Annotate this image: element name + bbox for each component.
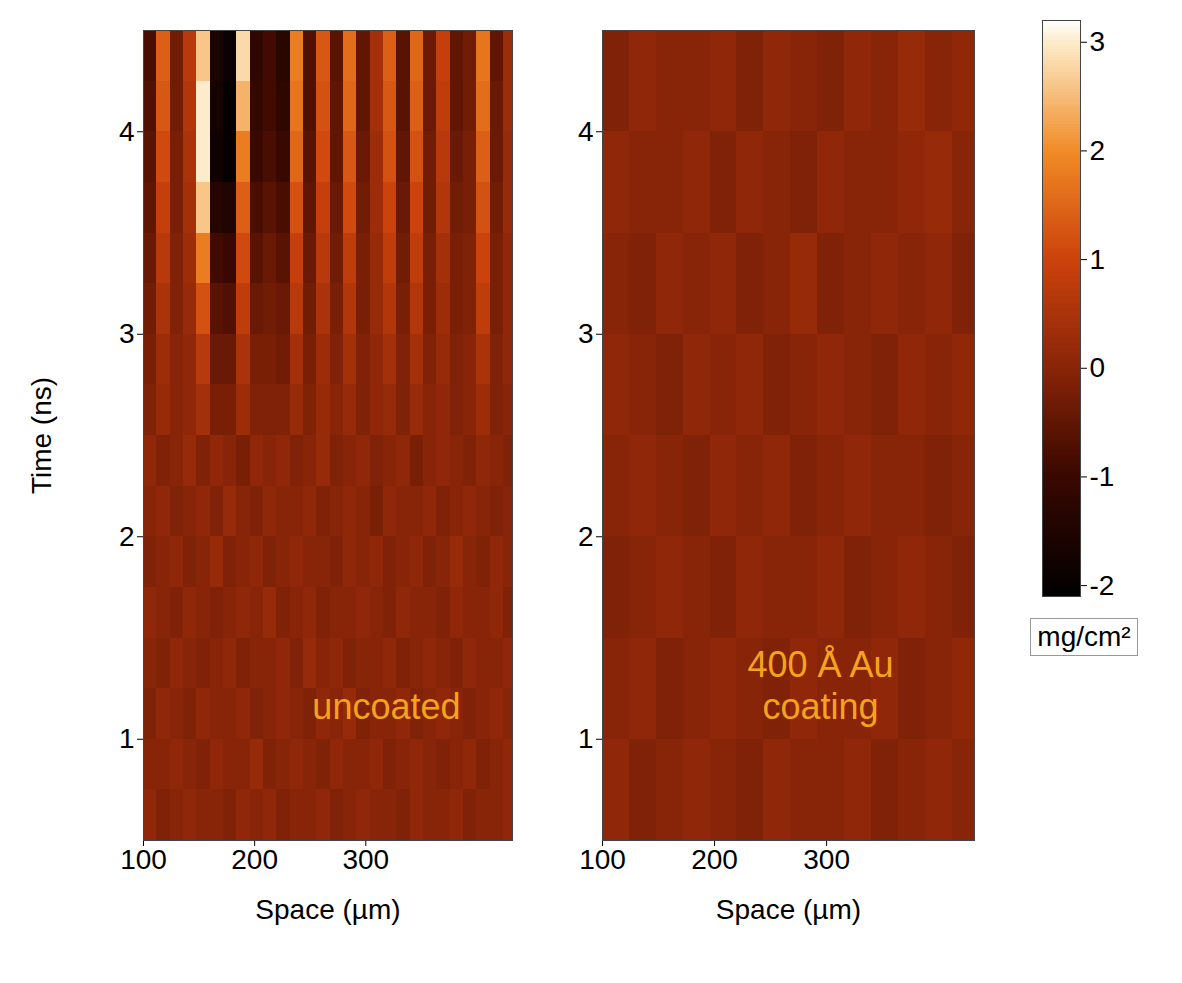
svg-text:0: 0: [1089, 352, 1105, 383]
svg-text:Time (ns): Time (ns): [26, 377, 57, 494]
svg-text:2: 2: [578, 521, 594, 552]
svg-text:1: 1: [1089, 244, 1105, 275]
svg-text:Space (µm): Space (µm): [255, 894, 400, 925]
svg-text:-2: -2: [1089, 570, 1114, 601]
svg-text:2: 2: [119, 521, 135, 552]
svg-text:1: 1: [578, 723, 594, 754]
svg-text:300: 300: [803, 844, 850, 875]
svg-text:Space (µm): Space (µm): [716, 894, 861, 925]
svg-text:2: 2: [1089, 135, 1105, 166]
html-text:mg/cm²: mg/cm²: [1037, 621, 1131, 652]
svg-text:uncoated: uncoated: [312, 686, 460, 727]
svg-text:1: 1: [119, 723, 135, 754]
svg-text:3: 3: [119, 318, 135, 349]
svg-text:3: 3: [1089, 26, 1105, 57]
svg-text:3: 3: [578, 318, 594, 349]
svg-text:400 Å Aucoating: 400 Å Aucoating: [747, 644, 893, 726]
svg-text:-1: -1: [1089, 461, 1114, 492]
svg-text:200: 200: [691, 844, 738, 875]
svg-text:200: 200: [231, 844, 278, 875]
svg-text:300: 300: [342, 844, 389, 875]
svg-text:100: 100: [120, 844, 167, 875]
svg-text:100: 100: [579, 844, 626, 875]
svg-text:4: 4: [578, 116, 594, 147]
svg-text:4: 4: [119, 116, 135, 147]
